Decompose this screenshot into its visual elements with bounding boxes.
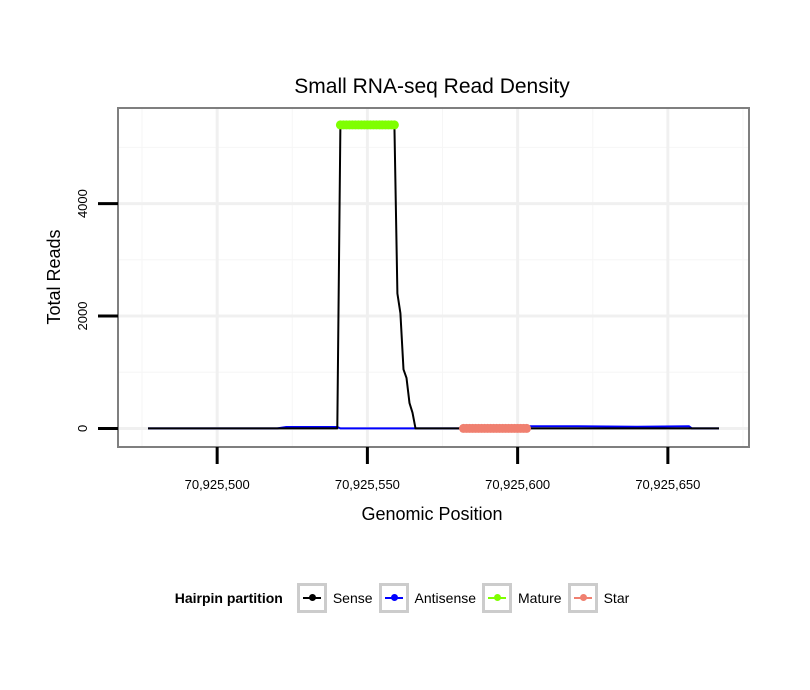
legend-label: Antisense [414,590,477,606]
legend-key-dot [390,594,398,601]
data-series [148,120,719,433]
plot-panel-background [118,108,749,447]
legend-key-sense [296,583,327,613]
legend-item-sense: Sense [296,583,373,613]
legend-item-mature: Mature [482,583,562,613]
legend-item-star: Star [567,583,630,613]
x-tick-label: 70,925,500 [185,477,250,492]
y-axis-label: Total Reads [44,229,64,324]
legend-items: Sense Antisense Mature Star [296,583,635,613]
axes: 70,925,500 70,925,550 70,925,600 70,925,650… [75,189,700,492]
legend-key-star [567,583,598,613]
legend-item-antisense: Antisense [378,583,477,613]
legend-title: Hairpin partition [174,590,283,606]
plot-panel-border [117,107,750,448]
legend-label: Sense [332,590,373,606]
legend-key-antisense [378,583,409,613]
legend-label: Star [603,590,630,606]
y-tick-label: 2000 [75,302,90,331]
chart-title: Small RNA-seq Read Density [294,75,570,98]
legend-label: Mature [518,590,562,606]
legend-key-dot [579,594,587,601]
mature-point [389,120,399,130]
legend-key-dot [494,594,502,601]
x-tick-label: 70,925,550 [335,477,400,492]
y-tick-label: 0 [75,425,90,432]
legend-key-dot [308,594,316,601]
legend: Hairpin partition Sense Antisense Mature St… [0,578,810,618]
y-tick-label: 4000 [75,189,90,218]
x-tick-label: 70,925,650 [635,477,700,492]
x-axis-label: Genomic Position [361,504,502,524]
legend-key-mature [482,583,513,613]
star-point [522,423,532,433]
x-tick-label: 70,925,600 [485,477,550,492]
chart-svg: Small RNA-seq Read Density 70,925,500 70,… [44,75,750,524]
